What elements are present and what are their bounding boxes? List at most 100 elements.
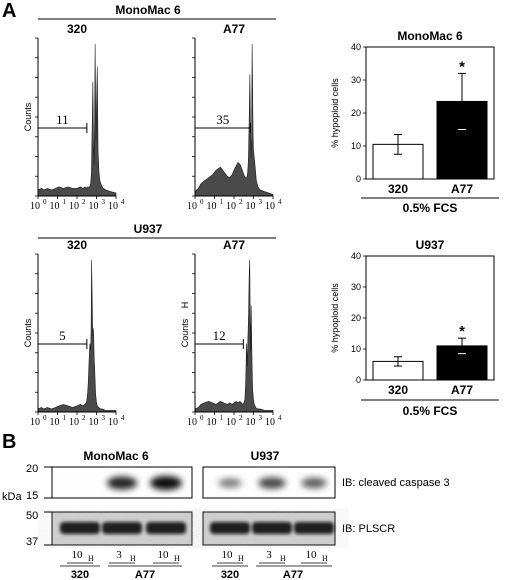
x-tick-label: 10: [207, 201, 217, 212]
x-tick-exponent: 4: [121, 198, 125, 206]
caspase-band: [218, 478, 242, 488]
blot-top-label: IB: cleaved caspase 3: [342, 477, 450, 489]
lane-time-unit: H: [322, 554, 328, 563]
x-tick-exponent: 4: [121, 414, 125, 422]
x-tick-exponent: 0: [43, 414, 47, 422]
lane-time-label: 10: [306, 549, 318, 561]
x-tick-label: 10: [226, 201, 236, 212]
condition-label: 0.5% FCS: [403, 404, 458, 418]
category-label: A77: [451, 182, 473, 196]
y-axis-marker: H: [180, 302, 190, 309]
x-tick-label: 10: [50, 417, 60, 428]
x-tick-label: 10: [265, 417, 275, 428]
marker-bottom-37: 37: [26, 536, 38, 548]
panel-letter-b: B: [2, 431, 16, 453]
gate-label: 11: [56, 112, 69, 127]
x-tick-exponent: 1: [220, 414, 224, 422]
y-tick-label: 0: [356, 174, 361, 184]
x-tick-exponent: 1: [63, 414, 67, 422]
lane-time-unit: H: [88, 554, 94, 563]
plscr-band: [146, 522, 186, 534]
blot-group-monomac: MonoMac 6: [83, 449, 149, 463]
x-tick-label: 10: [50, 201, 60, 212]
group-header-monomac: MonoMac 6: [38, 3, 276, 20]
lane-time-label: 10: [222, 549, 234, 561]
x-tick-label: 10: [108, 417, 118, 428]
y-tick-label: 20: [351, 108, 361, 118]
x-tick-label: 10: [207, 417, 217, 428]
x-tick-label: 10: [246, 417, 256, 428]
histogram-area: [194, 259, 274, 413]
histogram-title: A77: [223, 238, 245, 252]
histogram-title: 320: [67, 238, 87, 252]
y-tick-label: 10: [351, 141, 361, 151]
gate-label: 35: [216, 112, 229, 127]
x-tick-exponent: 4: [278, 198, 282, 206]
histogram-title: A77: [223, 22, 245, 36]
lane-time-unit: H: [238, 554, 244, 563]
y-axis-label: % hypoploid cells: [330, 78, 340, 148]
gate-label: 5: [59, 328, 66, 343]
histogram-title: 320: [67, 22, 87, 36]
y-tick-label: 30: [351, 75, 361, 85]
lane-time-label: 3: [266, 549, 272, 561]
x-tick-label: 10: [69, 417, 79, 428]
x-tick-label: 10: [69, 201, 79, 212]
x-tick-exponent: 0: [43, 198, 47, 206]
y-axis-label: % hypoploid cells: [330, 283, 340, 353]
x-tick-label: 10: [187, 417, 197, 428]
lane-time-unit: H: [174, 554, 180, 563]
caspase-band: [258, 477, 286, 489]
x-tick-exponent: 4: [278, 414, 282, 422]
bar-chart-u937: U937 0 10 20 30 40 % hypoploid cells 320 * A77 0.5…: [330, 238, 499, 418]
plscr-band: [294, 522, 334, 534]
x-tick-exponent: 3: [102, 414, 106, 422]
x-tick-exponent: 2: [239, 198, 243, 206]
y-tick-label: 20: [351, 313, 361, 323]
caspase-band: [150, 476, 182, 490]
group-header-label: MonoMac 6: [115, 3, 181, 17]
blot-bottom-label: IB: PLSCR: [342, 523, 395, 535]
x-tick-label: 10: [246, 201, 256, 212]
group-header-u937: U937: [38, 222, 276, 239]
histogram-area: [194, 43, 274, 197]
plscr-band: [60, 522, 100, 534]
x-tick-exponent: 0: [200, 414, 204, 422]
y-tick-label: 0: [356, 375, 361, 385]
x-tick-exponent: 3: [259, 414, 263, 422]
x-tick-label: 10: [265, 201, 275, 212]
treatment-label: A77: [135, 569, 155, 580]
blot-group-u937: U937: [251, 449, 280, 463]
marker-top-20: 20: [26, 463, 38, 475]
panel-letter-a: A: [2, 0, 16, 22]
x-tick-exponent: 3: [259, 198, 263, 206]
group-header-label: U937: [134, 222, 163, 236]
x-tick-exponent: 2: [82, 198, 86, 206]
kda-label: kDa: [2, 491, 22, 503]
x-tick-label: 10: [89, 201, 99, 212]
significance-marker: *: [459, 58, 465, 75]
bar-chart-title: U937: [416, 238, 445, 252]
x-tick-label: 10: [30, 201, 40, 212]
plscr-band: [252, 522, 292, 534]
lane-time-label: 3: [116, 549, 122, 561]
bar-chart-title: MonoMac 6: [397, 29, 463, 43]
treatment-label: 320: [221, 569, 239, 580]
plscr-band: [210, 522, 250, 534]
x-tick-exponent: 2: [82, 414, 86, 422]
caspase-band: [301, 477, 327, 489]
category-label: A77: [451, 383, 473, 397]
x-tick-exponent: 1: [63, 198, 67, 206]
y-axis-label: Counts: [23, 318, 33, 347]
lane-time-label: 10: [158, 549, 170, 561]
treatment-label: A77: [283, 569, 303, 580]
significance-marker: *: [459, 323, 465, 340]
western-blot: kDa 20 15 50 37 MonoMac 6 U937 IB: cleav…: [2, 449, 450, 580]
category-label: 320: [388, 383, 408, 397]
x-tick-exponent: 1: [220, 198, 224, 206]
